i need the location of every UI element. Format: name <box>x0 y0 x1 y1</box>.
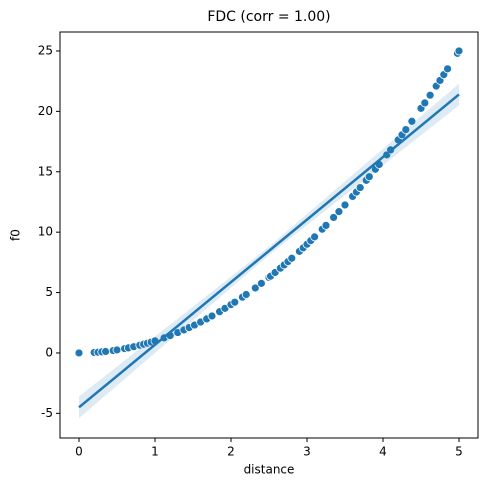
point <box>334 207 344 217</box>
point <box>364 172 374 182</box>
x-tick-label: 4 <box>379 445 387 459</box>
point <box>407 116 417 126</box>
y-tick-label: 15 <box>38 164 53 178</box>
y-tick-label: 25 <box>38 43 53 57</box>
point <box>256 278 266 288</box>
point <box>287 253 297 263</box>
point <box>250 283 260 293</box>
point <box>355 183 365 192</box>
y-tick-label: 20 <box>38 104 53 118</box>
point <box>401 125 411 135</box>
point <box>230 297 240 307</box>
point <box>310 232 320 242</box>
x-tick-label: 3 <box>303 445 311 459</box>
point <box>425 90 435 100</box>
y-tick-label: 0 <box>45 345 53 359</box>
x-tick-label: 1 <box>151 445 159 459</box>
point <box>340 200 350 210</box>
x-tick-label: 2 <box>227 445 235 459</box>
x-axis-label: distance <box>244 463 295 477</box>
point <box>101 347 110 356</box>
point <box>321 220 331 230</box>
point <box>329 213 339 222</box>
x-tick-label: 5 <box>455 445 463 459</box>
fit-line <box>78 93 460 409</box>
point <box>112 345 122 355</box>
x-tick-label: 0 <box>75 445 83 459</box>
point <box>241 290 251 299</box>
point <box>74 348 84 358</box>
point <box>420 98 430 108</box>
plot-frame <box>59 31 479 439</box>
point <box>207 311 217 321</box>
point <box>443 64 453 74</box>
y-tick-label: 5 <box>45 285 53 299</box>
point <box>454 46 464 56</box>
y-axis-label: f0 <box>9 229 23 241</box>
y-tick-label: -5 <box>41 406 53 420</box>
chart-title: FDC (corr = 1.00) <box>207 9 330 25</box>
y-tick-label: 10 <box>38 225 53 239</box>
